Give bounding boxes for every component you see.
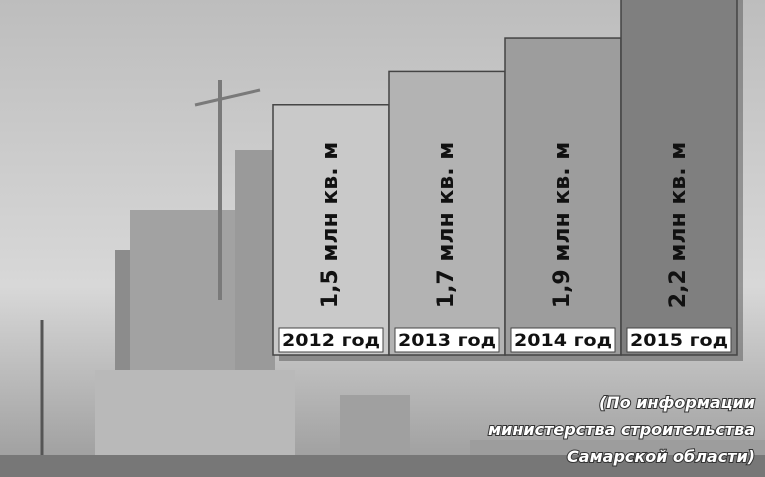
value-label: 1,5 млн кв. м bbox=[318, 142, 343, 308]
category-label: 2015 год bbox=[630, 331, 728, 351]
category-label: 2012 год bbox=[282, 331, 380, 351]
source-note: Самарской области) bbox=[567, 447, 755, 466]
value-label: 1,7 млн кв. м bbox=[434, 142, 459, 308]
value-label: 2,2 млн кв. м bbox=[666, 142, 691, 308]
category-label: 2013 год bbox=[398, 331, 496, 351]
source-note: (По информации bbox=[599, 393, 755, 412]
chart: 2012 год 1,5 млн кв. м 2013 год 1,7 млн кв.… bbox=[0, 0, 765, 477]
value-label: 1,9 млн кв. м bbox=[550, 142, 575, 308]
source-note: министерства строительства bbox=[488, 420, 755, 439]
category-label: 2014 год bbox=[514, 331, 612, 351]
